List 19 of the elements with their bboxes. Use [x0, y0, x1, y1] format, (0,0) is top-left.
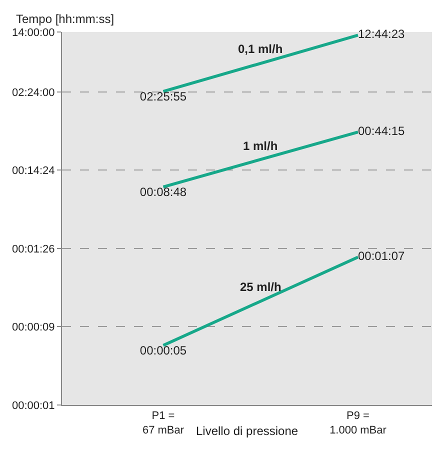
series-label: 25 ml/h	[240, 280, 282, 294]
y-tick-label: 00:01:26	[12, 243, 55, 256]
y-tick-label: 02:24:00	[12, 86, 55, 99]
x-tick-label: P1 = 67 mBar	[142, 410, 184, 436]
data-label: 00:00:05	[140, 343, 187, 358]
y-tick-label: 00:00:01	[12, 400, 55, 412]
data-label: 00:08:48	[140, 184, 187, 199]
x-axis-title: Livello di pressione	[196, 424, 298, 438]
data-label: 02:25:55	[140, 89, 187, 104]
series-label: 0,1 ml/h	[238, 42, 283, 56]
x-tick-label: P9 = 1.000 mBar	[330, 410, 387, 436]
series-label: 1 ml/h	[243, 139, 278, 153]
y-axis-title: Tempo [hh:mm:ss]	[16, 12, 114, 26]
y-tick-label: 14:00:00	[12, 26, 55, 39]
data-label: 12:44:23	[358, 27, 406, 42]
y-tick-label: 00:14:24	[12, 165, 55, 178]
y-tick-label: 00:00:09	[12, 322, 55, 334]
data-label: 00:01:07	[358, 249, 406, 264]
data-label: 00:44:15	[358, 124, 406, 138]
